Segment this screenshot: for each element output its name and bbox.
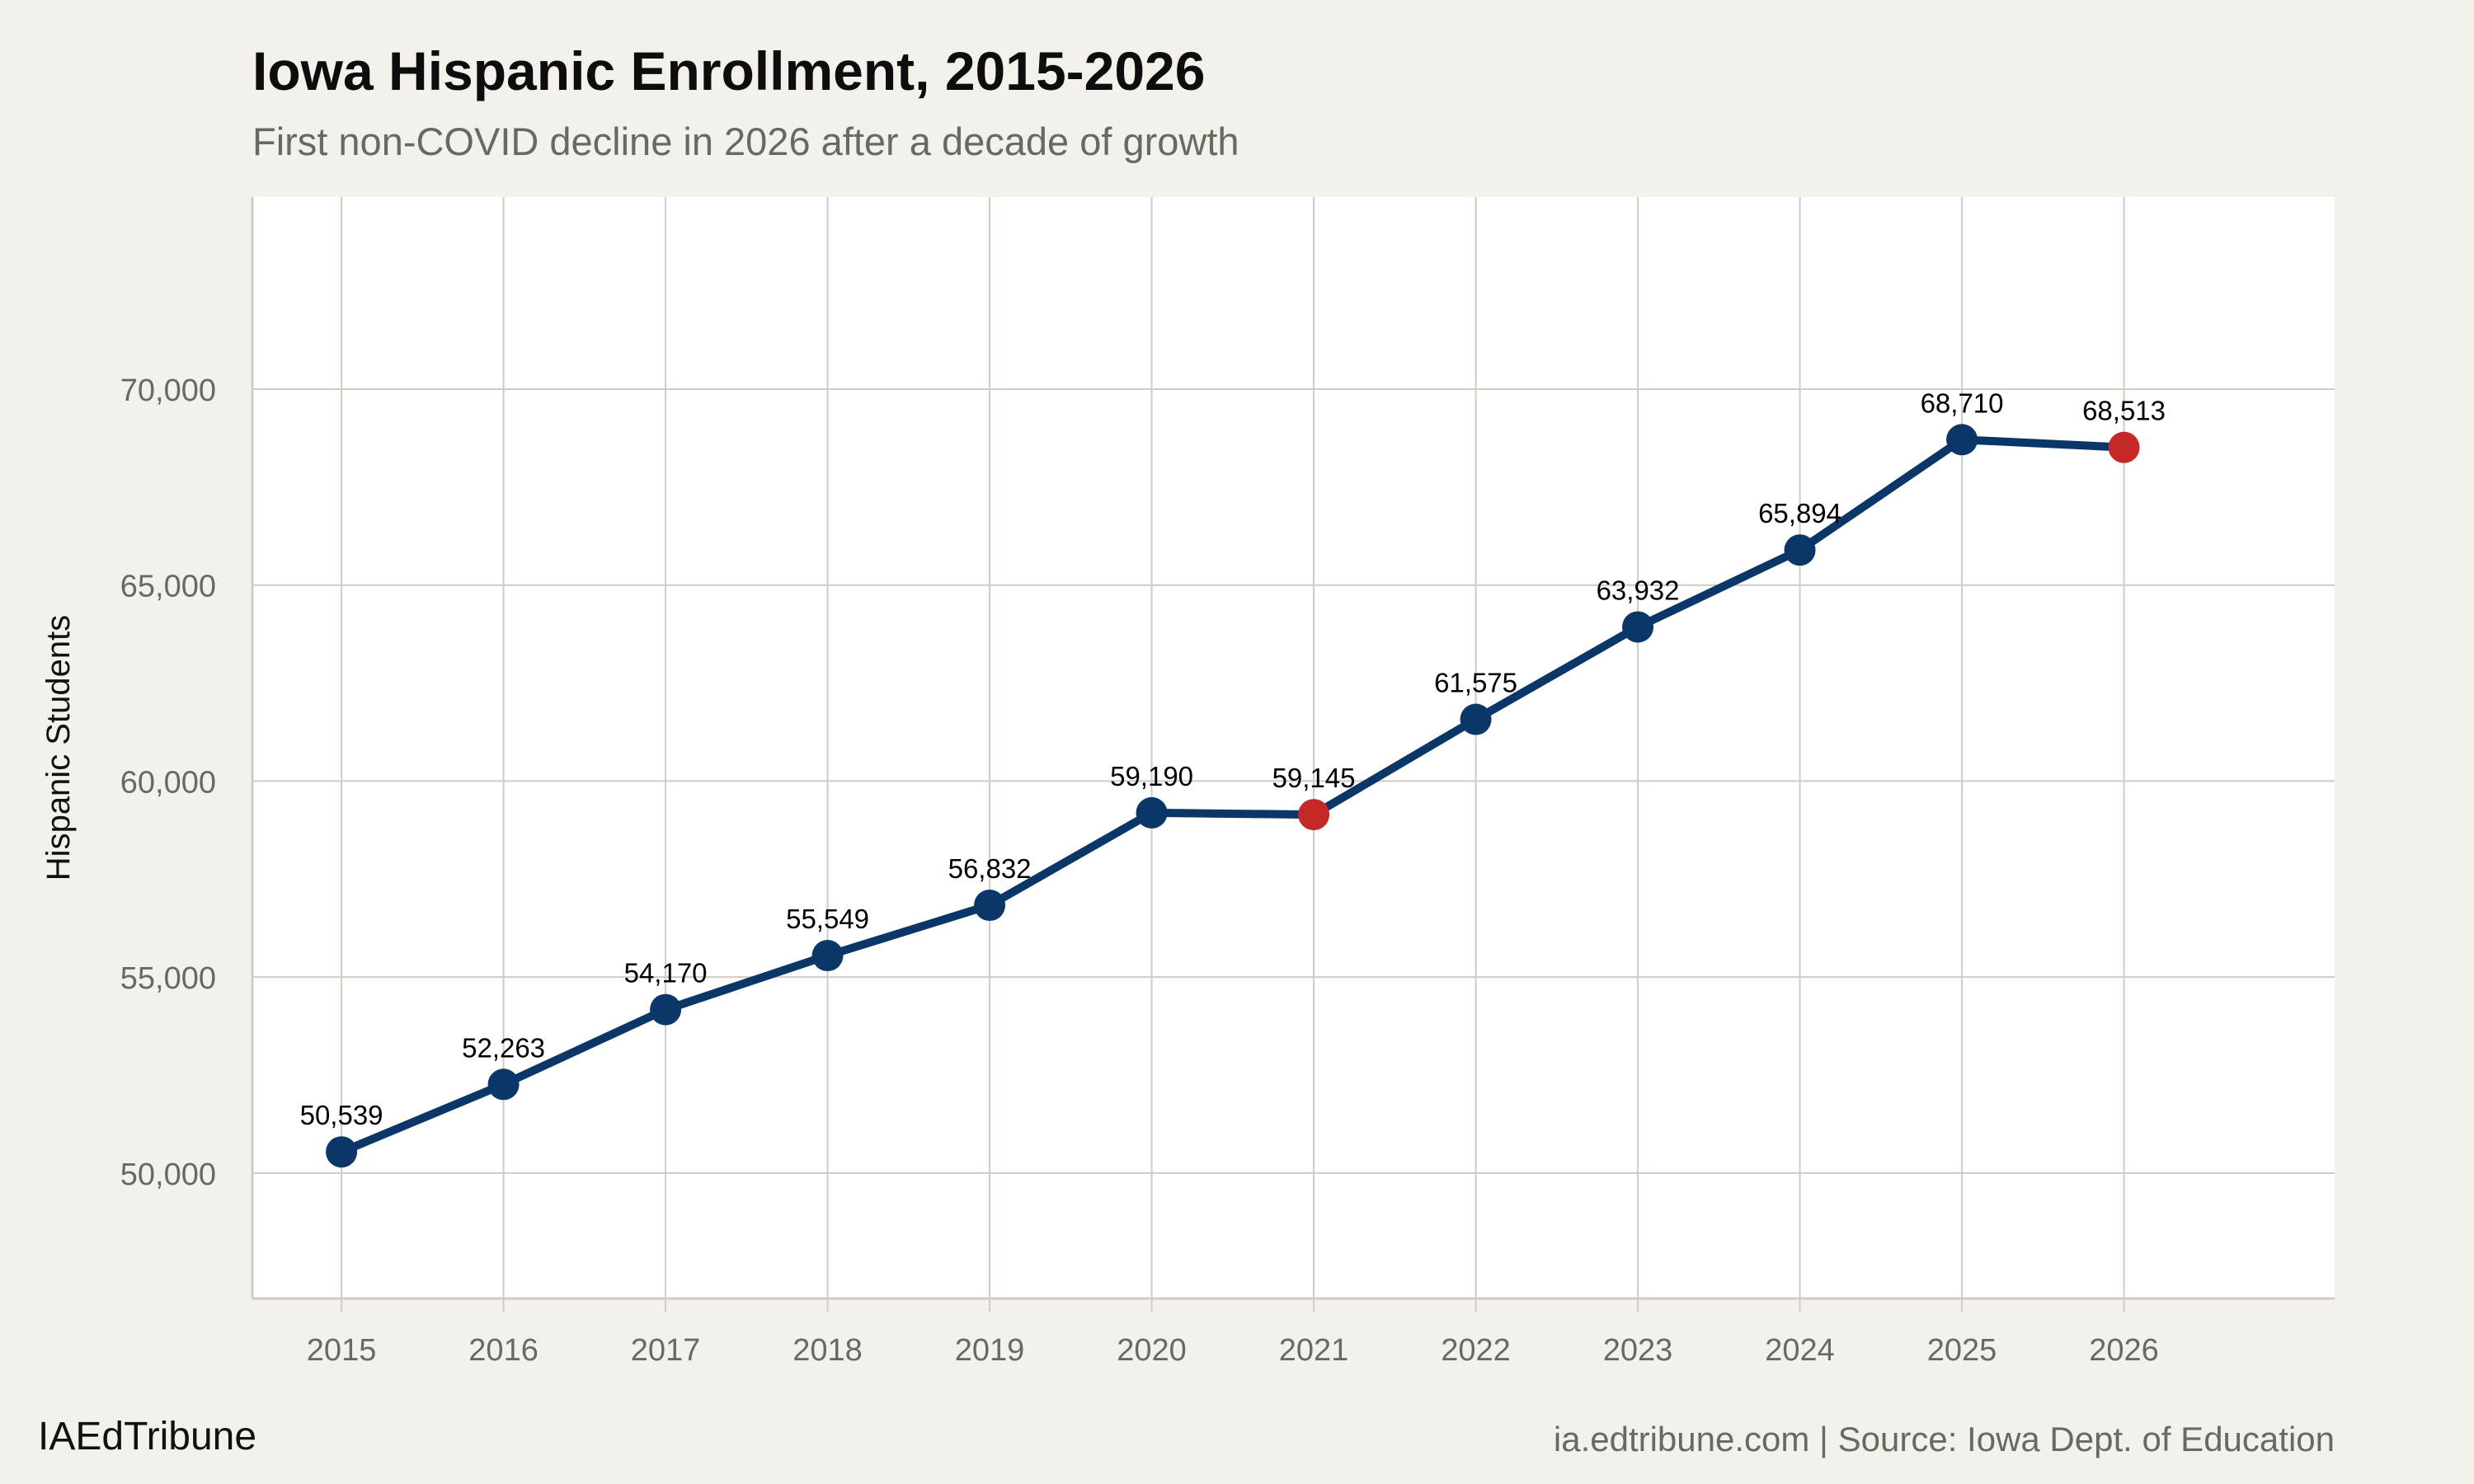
data-point xyxy=(1136,796,1168,829)
y-tick-label: 55,000 xyxy=(120,961,216,996)
x-tick-label: 2019 xyxy=(955,1333,1025,1368)
series-line xyxy=(340,435,2124,1156)
x-tick-label: 2018 xyxy=(793,1333,863,1368)
data-label: 68,710 xyxy=(1921,387,2004,418)
data-label: 59,145 xyxy=(1272,763,1356,793)
highlighted-point xyxy=(2108,431,2140,463)
data-point xyxy=(1460,703,1492,735)
x-tick-label: 2022 xyxy=(1441,1333,1511,1368)
x-tick-label: 2021 xyxy=(1279,1333,1349,1368)
data-point xyxy=(487,1068,520,1101)
chart-subtitle: First non-COVID decline in 2026 after a … xyxy=(252,120,1239,163)
data-point xyxy=(811,940,844,972)
x-tick-label: 2017 xyxy=(631,1333,701,1368)
data-point xyxy=(650,993,682,1026)
data-point xyxy=(1784,534,1816,566)
x-tick-label: 2024 xyxy=(1765,1333,1835,1368)
y-tick-label: 60,000 xyxy=(120,765,216,800)
x-tick-label: 2025 xyxy=(1927,1333,1997,1368)
data-label: 63,932 xyxy=(1597,575,1680,605)
y-tick-label: 65,000 xyxy=(120,570,216,604)
data-point xyxy=(326,1136,358,1168)
data-label: 61,575 xyxy=(1434,668,1517,698)
data-label: 68,513 xyxy=(2082,396,2166,426)
data-label: 52,263 xyxy=(462,1032,545,1063)
data-label: 65,894 xyxy=(1758,498,1841,528)
source-note: ia.edtribune.com | Source: Iowa Dept. of… xyxy=(1553,1420,2335,1458)
data-label: 54,170 xyxy=(624,958,708,989)
y-axis-title: Hispanic Students xyxy=(40,615,77,881)
x-tick-label: 2016 xyxy=(468,1333,539,1368)
plot-panel xyxy=(252,197,2335,1298)
highlighted-point xyxy=(1298,799,1330,831)
data-point xyxy=(1946,424,1978,456)
y-tick-label: 70,000 xyxy=(120,373,216,408)
x-tick-label: 2020 xyxy=(1117,1333,1187,1368)
x-tick-label: 2026 xyxy=(2089,1333,2159,1368)
x-tick-label: 2015 xyxy=(307,1333,377,1368)
data-point xyxy=(1622,611,1654,643)
x-tick-label: 2023 xyxy=(1603,1333,1673,1368)
chart-title: Iowa Hispanic Enrollment, 2015-2026 xyxy=(252,40,1206,101)
data-label: 50,539 xyxy=(300,1100,383,1130)
data-label: 56,832 xyxy=(948,853,1032,884)
data-label: 55,549 xyxy=(786,904,869,934)
y-tick-label: 50,000 xyxy=(120,1158,216,1192)
data-label: 59,190 xyxy=(1110,761,1193,791)
data-point xyxy=(974,890,1006,922)
brand-label: IAEdTribune xyxy=(38,1415,257,1458)
